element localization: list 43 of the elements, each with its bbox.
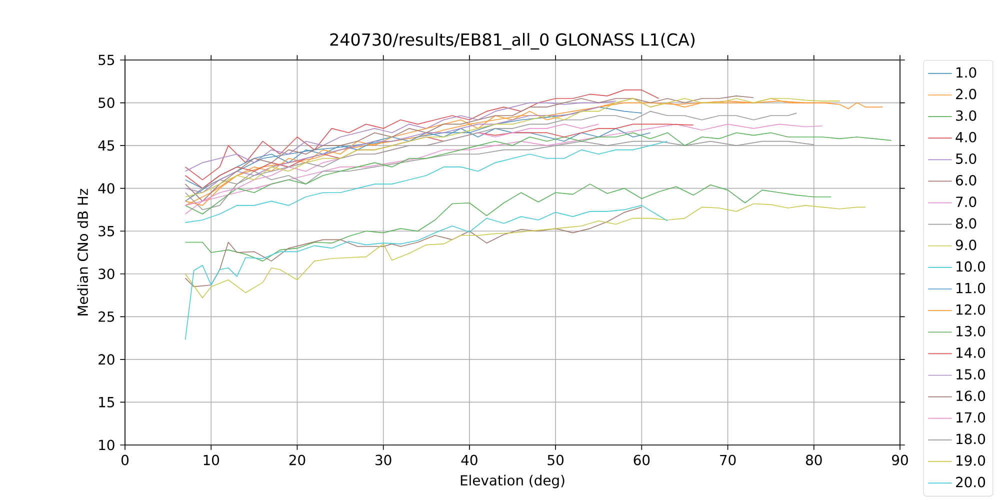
x-tick-label: 50 — [548, 454, 564, 466]
legend-label: 20.0 — [956, 476, 986, 488]
y-tick-label: 35 — [98, 226, 114, 236]
legend-label: 11.0 — [956, 282, 986, 294]
legend-label: 19.0 — [956, 455, 986, 466]
y-tick-label: 40 — [98, 183, 114, 194]
legend-label: 10.0 — [956, 261, 986, 272]
legend-label: 2.0 — [956, 88, 976, 100]
y-tick-label: 10 — [99, 440, 114, 450]
x-tick-label: 20 — [289, 454, 306, 466]
x-axis-title: Elevation (deg) — [460, 474, 564, 488]
y-tick-label: 25 — [98, 311, 114, 322]
legend-label: 17.0 — [956, 412, 986, 423]
x-tick-label: 80 — [806, 454, 822, 466]
x-tick-label: 60 — [634, 454, 650, 466]
legend-label: 1.0 — [956, 67, 976, 78]
legend-label: 15.0 — [956, 369, 986, 380]
y-tick-label: 45 — [98, 140, 114, 151]
legend-label: 5.0 — [956, 153, 976, 164]
legend-label: 12.0 — [956, 304, 986, 315]
legend-label: 9.0 — [956, 240, 976, 250]
legend-label: 8.0 — [956, 218, 976, 229]
x-tick-label: 10 — [204, 454, 220, 466]
x-tick-label: 30 — [376, 454, 392, 466]
legend-label: 18.0 — [956, 434, 986, 444]
legend-label: 4.0 — [956, 132, 976, 142]
y-axis-title: Median CNo dB Hz — [77, 188, 88, 316]
legend-label: 13.0 — [956, 326, 986, 336]
legend-label: 14.0 — [956, 347, 986, 358]
x-tick-label: 90 — [892, 454, 908, 466]
x-tick-label: 0 — [122, 454, 129, 466]
y-tick-label: 15 — [99, 397, 114, 408]
x-tick-label: 40 — [461, 454, 478, 466]
y-tick-label: 55 — [98, 54, 114, 66]
legend-label: 7.0 — [956, 196, 976, 208]
legend-label: 3.0 — [956, 110, 976, 121]
chart-title: 240730/results/EB81_all_0 GLONASS L1(CA) — [330, 32, 694, 50]
legend-label: 16.0 — [956, 390, 986, 402]
x-tick-label: 70 — [720, 454, 736, 466]
y-tick-label: 50 — [98, 98, 114, 108]
y-tick-label: 20 — [98, 354, 114, 365]
y-tick-label: 30 — [98, 268, 114, 280]
legend-label: 6.0 — [956, 175, 976, 186]
